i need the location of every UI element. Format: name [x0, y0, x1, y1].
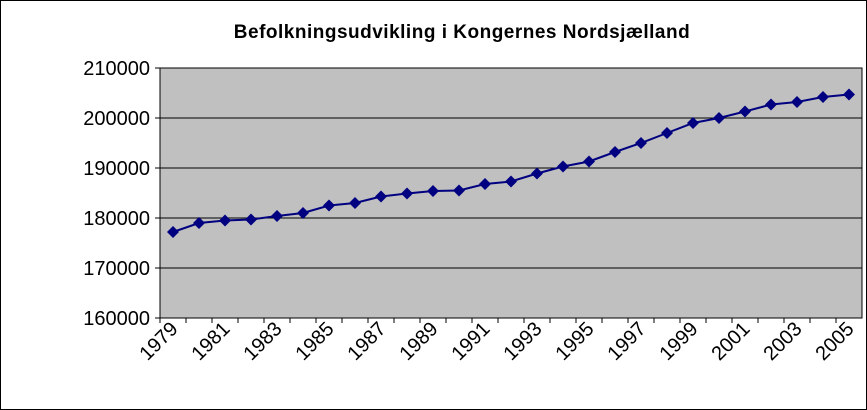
data-point	[401, 187, 413, 200]
data-point	[271, 210, 283, 222]
data-point	[661, 127, 673, 139]
data-point	[635, 137, 647, 149]
data-point	[427, 185, 439, 197]
data-point	[323, 199, 335, 212]
y-tick-label: 190000	[83, 158, 150, 180]
data-point	[479, 178, 491, 190]
data-point	[219, 214, 231, 227]
chart-title: Befolkningsudvikling i Kongernes Nordsjæ…	[234, 22, 690, 43]
plot-area	[160, 68, 862, 318]
y-tick-label: 170000	[83, 258, 150, 280]
data-point	[297, 207, 309, 219]
data-point	[193, 217, 205, 229]
plot-border	[159, 67, 863, 319]
data-point	[687, 117, 699, 129]
data-point	[453, 184, 465, 197]
data-point	[349, 197, 361, 209]
data-point	[713, 112, 725, 124]
y-tick-label: 210000	[83, 58, 150, 80]
data-point	[843, 88, 855, 101]
data-point	[791, 96, 803, 108]
data-point	[505, 175, 517, 188]
y-tick-label: 160000	[83, 308, 150, 330]
data-point	[765, 98, 777, 111]
data-point	[817, 91, 829, 103]
data-point	[739, 105, 751, 118]
data-point	[375, 190, 387, 203]
data-point	[167, 226, 179, 238]
data-point	[531, 167, 543, 180]
data-point	[245, 213, 257, 226]
data-point	[609, 146, 621, 158]
data-point	[557, 160, 569, 173]
y-tick-label: 180000	[83, 208, 150, 230]
data-point	[583, 155, 595, 168]
y-tick-label: 200000	[83, 108, 150, 130]
